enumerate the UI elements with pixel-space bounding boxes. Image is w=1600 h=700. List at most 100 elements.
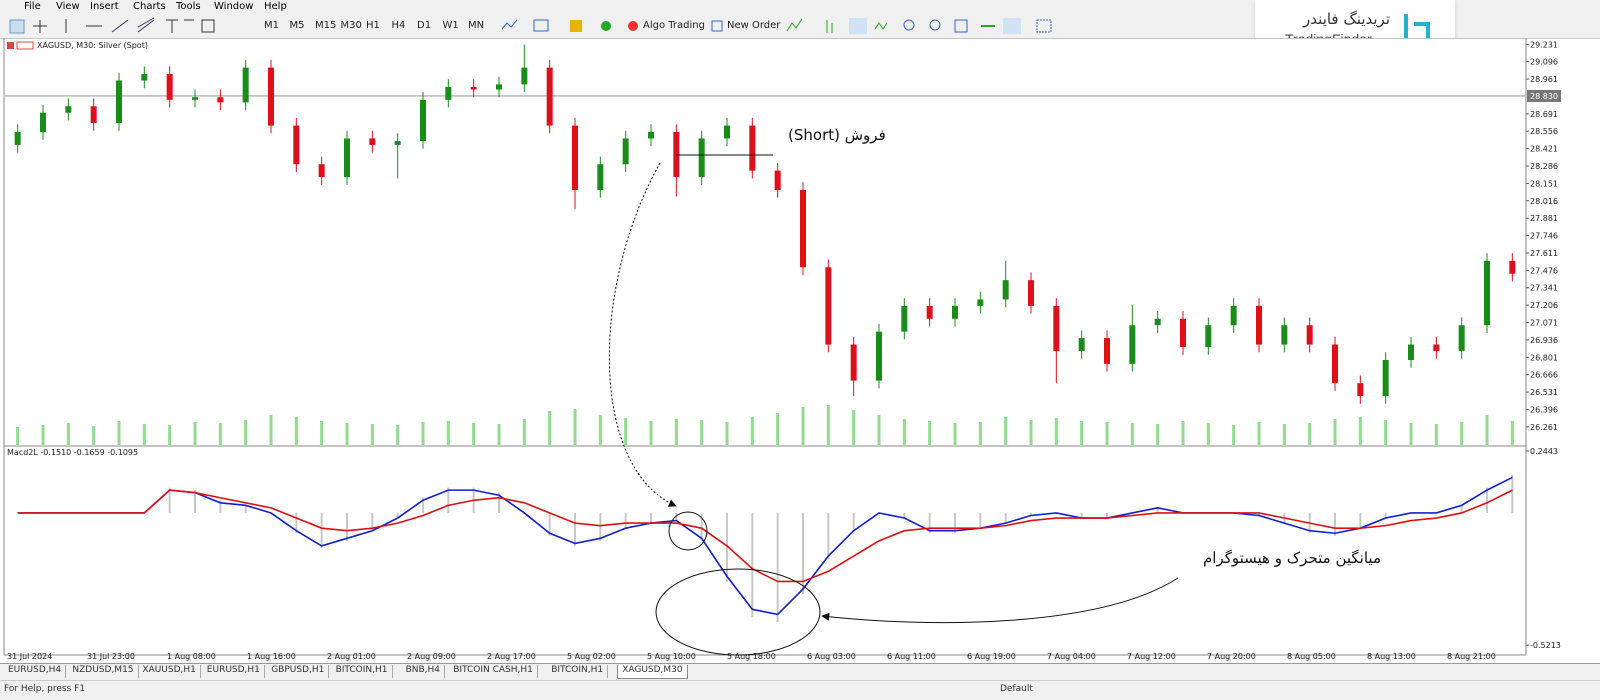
histogram-bar xyxy=(1486,487,1488,513)
y-tick-label: 26.936 xyxy=(1530,336,1558,345)
menu-item[interactable]: Charts xyxy=(133,1,166,12)
timeframe-button[interactable]: D1 xyxy=(417,20,432,31)
chart-tab[interactable]: EURUSD,H4 xyxy=(4,665,67,678)
chart-icon xyxy=(16,41,34,50)
timeframe-button[interactable]: H1 xyxy=(366,20,380,31)
histogram-bar xyxy=(1384,512,1387,519)
y-tick-label: 27.341 xyxy=(1530,284,1558,293)
histogram-bar xyxy=(371,512,374,531)
menu-item[interactable]: File xyxy=(24,1,41,12)
chart-tab[interactable]: BITCOIN CASH,H1 xyxy=(449,665,538,678)
volume-bar xyxy=(953,423,957,445)
icon[interactable] xyxy=(601,21,611,31)
x-tick-label: 6 Aug 03:00 xyxy=(807,652,856,661)
volume-bar xyxy=(1004,417,1008,445)
icon[interactable] xyxy=(33,20,47,33)
y-tick-label: 27.071 xyxy=(1530,319,1558,328)
timeframe-button[interactable]: W1 xyxy=(442,20,459,31)
chart-tab[interactable]: EURUSD,H1 xyxy=(203,665,265,678)
plot-frame xyxy=(3,38,1527,656)
histogram-bar xyxy=(320,512,323,549)
chart-tab[interactable]: NZDUSD,M15 xyxy=(68,665,139,678)
icon[interactable] xyxy=(954,19,968,33)
chart-tab[interactable]: XAUUSD,H1 xyxy=(138,665,201,678)
histogram-bar xyxy=(928,512,931,534)
indicator-line xyxy=(17,476,1513,616)
menu-item[interactable]: Tools xyxy=(176,1,201,12)
candle-body xyxy=(293,125,300,165)
y-tick-label: 28.286 xyxy=(1530,162,1558,171)
icon[interactable] xyxy=(533,19,549,32)
x-tick-label: 8 Aug 05:00 xyxy=(1287,652,1336,661)
volume-bar xyxy=(66,423,70,445)
new-order-button[interactable]: New Order xyxy=(727,20,781,31)
toolbar-icons xyxy=(786,18,1052,34)
x-tick-label: 7 Aug 12:00 xyxy=(1127,652,1176,661)
histogram-bar xyxy=(574,512,576,546)
candle-body xyxy=(420,99,426,142)
histogram-bar xyxy=(903,512,906,519)
volume-bar xyxy=(396,425,400,445)
icon[interactable] xyxy=(9,19,25,34)
y-tick-label: 26.261 xyxy=(1530,423,1558,432)
icon[interactable] xyxy=(903,19,915,31)
icon[interactable] xyxy=(166,19,194,33)
y-tick-label: 27.746 xyxy=(1530,232,1558,241)
volume-bar xyxy=(193,422,197,445)
x-tick-label: 6 Aug 19:00 xyxy=(967,652,1016,661)
chart-tab[interactable]: GBPUSD,H1 xyxy=(267,665,330,678)
x-tick-label: 8 Aug 13:00 xyxy=(1367,652,1416,661)
volume-bar xyxy=(497,424,501,445)
y-tick-label: 27.611 xyxy=(1530,249,1558,258)
y-tick-label: 28.421 xyxy=(1530,145,1558,154)
chart-tab[interactable]: BITCOIN,H1 xyxy=(332,665,393,678)
timeframe-button[interactable]: M5 xyxy=(289,20,305,31)
volume-bar xyxy=(1232,425,1236,445)
menu-item[interactable]: Insert xyxy=(90,1,119,12)
icon[interactable] xyxy=(137,17,155,33)
annotation-arrow xyxy=(821,577,1179,624)
algo-trading-button[interactable]: Algo Trading xyxy=(643,20,705,31)
icon[interactable] xyxy=(201,19,215,33)
icon[interactable] xyxy=(1003,18,1021,34)
menu-item[interactable]: Window xyxy=(214,1,254,12)
volume-bar xyxy=(1206,423,1210,445)
candle-body xyxy=(1205,325,1212,348)
icon[interactable] xyxy=(501,19,518,30)
y-tick-label: 26.666 xyxy=(1530,371,1558,380)
timeframe-button[interactable]: M30 xyxy=(340,20,362,31)
volume-bar xyxy=(1029,420,1033,445)
candle-body xyxy=(977,299,984,306)
icon[interactable] xyxy=(826,20,833,33)
icon[interactable] xyxy=(1036,19,1052,33)
timeframe-button[interactable]: M15 xyxy=(315,20,337,31)
x-tick-label: 5 Aug 02:00 xyxy=(567,652,616,661)
icon[interactable] xyxy=(874,22,888,30)
icon[interactable] xyxy=(628,21,638,31)
chart-tab[interactable]: BITCOIN,H1 xyxy=(547,665,609,678)
icon[interactable] xyxy=(786,18,803,32)
menu-item[interactable]: View xyxy=(56,1,80,12)
menu-item[interactable]: Help xyxy=(264,1,287,12)
chart-tab[interactable]: XAGUSD,M30 xyxy=(617,665,688,679)
candle-body xyxy=(698,138,705,178)
volume-bar xyxy=(1510,421,1514,445)
chart-tab[interactable]: BNB,H4 xyxy=(402,665,446,678)
icon[interactable] xyxy=(929,19,941,31)
timeframe-button[interactable]: MN xyxy=(468,20,485,31)
candle-body xyxy=(876,331,882,381)
timeframe-button[interactable]: M1 xyxy=(264,20,279,31)
x-tick-label: 31 Jul 2024 xyxy=(7,652,52,661)
icon[interactable] xyxy=(111,19,129,33)
volume-bar xyxy=(92,426,96,445)
volume-bar xyxy=(1156,424,1160,445)
icon[interactable] xyxy=(570,20,582,32)
candle-body xyxy=(1180,318,1186,348)
annotation-circle xyxy=(668,511,708,551)
timeframe-button[interactable]: H4 xyxy=(391,20,406,31)
candle-body xyxy=(1306,325,1313,345)
volume-bar xyxy=(522,419,526,445)
icon[interactable] xyxy=(849,18,867,34)
icon[interactable] xyxy=(711,20,723,32)
candle-body xyxy=(1129,325,1136,364)
